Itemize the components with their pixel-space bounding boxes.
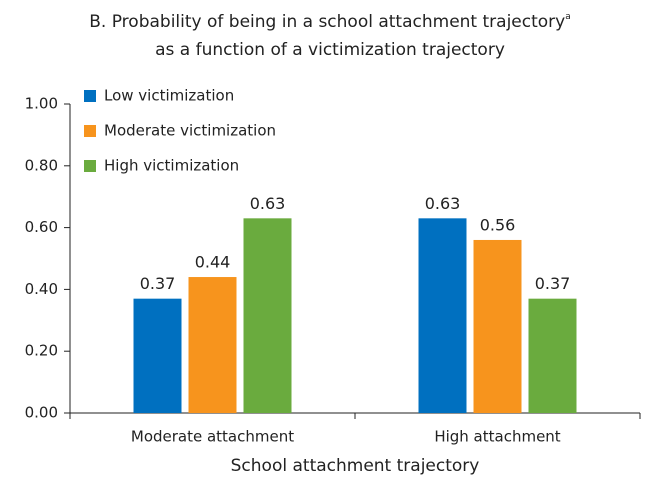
y-tick-label: 0.40 [25, 280, 58, 298]
value-label: 0.37 [535, 274, 571, 293]
bar [243, 218, 292, 413]
x-axis-label: School attachment trajectory [231, 456, 480, 476]
bar [188, 277, 237, 413]
bar [473, 239, 522, 413]
legend-swatch [84, 90, 96, 102]
bar [418, 218, 467, 413]
title-superscript: a [565, 12, 571, 22]
x-tick-label: High attachment [434, 428, 560, 446]
chart-title: as a function of a victimization traject… [155, 40, 505, 60]
y-tick-label: 0.80 [25, 156, 58, 174]
value-label: 0.56 [480, 215, 516, 234]
value-label: 0.63 [425, 194, 461, 213]
y-tick-label: 0.00 [25, 404, 58, 422]
legend-label: Low victimization [104, 87, 234, 105]
chart-title: B. Probability of being in a school atta… [89, 12, 570, 33]
y-tick-label: 0.20 [25, 342, 58, 360]
legend-label: Moderate victimization [104, 122, 276, 140]
legend-swatch [84, 160, 96, 172]
value-label: 0.63 [250, 194, 286, 213]
y-tick-label: 0.60 [25, 218, 58, 236]
value-label: 0.44 [195, 253, 231, 272]
bar [133, 298, 182, 413]
title-line: B. Probability of being in a school atta… [89, 12, 565, 32]
x-tick-label: Moderate attachment [131, 428, 294, 446]
legend-swatch [84, 125, 96, 137]
bar [528, 298, 577, 413]
legend-label: High victimization [104, 157, 239, 175]
value-label: 0.37 [140, 274, 176, 293]
y-tick-label: 1.00 [25, 95, 58, 113]
